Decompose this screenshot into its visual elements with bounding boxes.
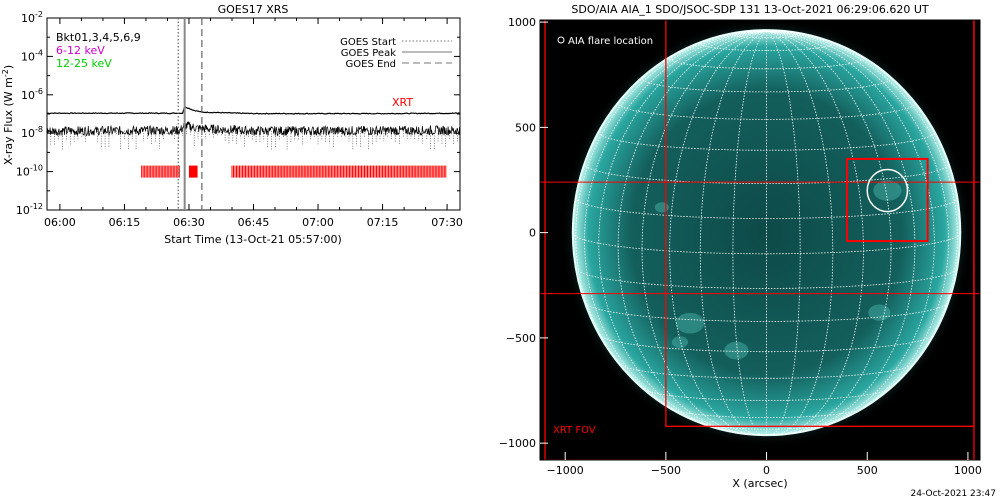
legend-channel-label: Bkt01,3,4,5,6,9 [56, 31, 141, 44]
lightcurve-title: GOES17 XRS [218, 3, 289, 16]
grid-line [766, 30, 892, 435]
y-tick-label: 10-12 [16, 202, 43, 217]
grid-line [641, 76, 892, 93]
lightcurve-x-ticks: 06:00 06:15 06:30 06:45 07:00 07:15 07:30 [44, 18, 463, 229]
xrt-obs-block [188, 165, 198, 178]
map-x-label: X (arcsec) [732, 477, 787, 490]
map-x-tick-label: −500 [651, 464, 681, 477]
x-tick-label: 07:30 [431, 216, 463, 229]
goes-lightcurve-panel: GOES17 XRS 10-12 10-10 10-8 10-6 10-4 10-2 06… [1, 3, 463, 246]
xrt-label: XRT [392, 96, 413, 109]
active-region-glow [868, 304, 891, 321]
grid-line [766, 29, 771, 32]
grid-line [617, 30, 767, 434]
inner-fov-box [665, 20, 975, 427]
x-tick-label: 06:00 [44, 216, 76, 229]
flare-circle [866, 168, 909, 213]
grid-line [572, 30, 767, 233]
grid-line [641, 30, 767, 435]
grid-line [766, 30, 864, 436]
x-tick-label: 06:30 [173, 216, 205, 229]
legend-goes-label: GOES Start [340, 37, 396, 48]
x-tick-label: 06:15 [109, 216, 141, 229]
y-tick-label: 10-2 [21, 10, 43, 25]
map-y-tick-label: 0 [529, 227, 536, 240]
active-region-glow [675, 312, 705, 334]
grid-line [669, 30, 767, 436]
xrt-observation-bars [141, 165, 447, 178]
grid-line [575, 268, 958, 289]
active-region-glow [671, 336, 689, 348]
grid-line [766, 30, 935, 433]
grid-line [699, 30, 767, 436]
grid-line [766, 30, 834, 436]
grid-line [766, 30, 801, 436]
grid-line [584, 302, 949, 322]
map-title: SDO/AIA AIA_1 SDO/JSOC-SDP 131 13-Oct-20… [571, 3, 929, 16]
render-timestamp: 24-Oct-2021 23:47 [911, 489, 996, 499]
grid-line [598, 30, 767, 433]
x-tick-label: 06:45 [238, 216, 270, 229]
y-tick-label: 10-4 [21, 48, 43, 63]
x-tick-label: 07:00 [302, 216, 334, 229]
map-x-tick-label: 1000 [954, 464, 982, 477]
map-x-tick-label: −1000 [547, 464, 584, 477]
grid-line [732, 30, 767, 436]
map-axes [539, 19, 981, 461]
lightcurve-y-ticks: 10-12 10-10 10-8 10-6 10-4 10-2 [16, 10, 460, 217]
flare-location-circle [866, 168, 909, 213]
flare-legend-icon [557, 36, 565, 44]
map-x-ticks: −1000 −500 0 500 1000 [547, 452, 982, 477]
map-legend: AIA flare location [557, 36, 653, 47]
map-y-tick-label: 500 [515, 121, 536, 134]
grid-line [642, 388, 891, 401]
y-tick-label: 10-10 [16, 164, 43, 179]
heliographic-grid [572, 29, 961, 436]
grid-line [584, 162, 950, 184]
y-tick-label: 10-8 [21, 125, 43, 140]
lightcurve-series [47, 105, 460, 151]
grid-line [671, 408, 862, 418]
map-y-ticks: −1000 −500 0 500 1000 [499, 16, 548, 450]
series-short [47, 121, 460, 137]
series-long [47, 105, 460, 115]
legend-goes-label: GOES End [346, 59, 396, 70]
map-y-tick-label: −1000 [499, 437, 536, 450]
map-y-tick-label: −500 [506, 332, 536, 345]
active-region-glow [654, 202, 669, 213]
active-region-glow [724, 341, 749, 360]
flare-legend-text: AIA flare location [568, 36, 653, 47]
xrt-fov-label: XRT FOV [553, 425, 596, 436]
grid-line [598, 131, 935, 151]
goes-event-lines [177, 18, 203, 210]
x-tick-label: 07:15 [367, 216, 399, 229]
map-x-tick-label: 500 [857, 464, 878, 477]
legend-channel-label: 12-25 keV [56, 57, 112, 70]
aia-map-panel: SDO/AIA AIA_1 SDO/JSOC-SDP 131 13-Oct-20… [499, 3, 996, 499]
legend-goes-label: GOES Peak [341, 48, 396, 59]
active-region-glow [873, 180, 902, 201]
solar-disk-body [572, 30, 961, 436]
map-y-tick-label: 1000 [508, 16, 536, 29]
zoom-box-box [846, 157, 929, 243]
y-tick-label: 10-6 [21, 87, 43, 102]
grid-line [766, 30, 961, 233]
lightcurve-y-label: X-ray Flux (W m-2) [1, 65, 15, 165]
grid-line [598, 334, 935, 353]
grid-line [766, 30, 916, 434]
lightcurve-x-label: Start Time (13-Oct-21 05:57:00) [164, 233, 342, 246]
map-x-tick-label: 0 [763, 464, 770, 477]
legend-channel-label: 6-12 keV [56, 44, 105, 57]
